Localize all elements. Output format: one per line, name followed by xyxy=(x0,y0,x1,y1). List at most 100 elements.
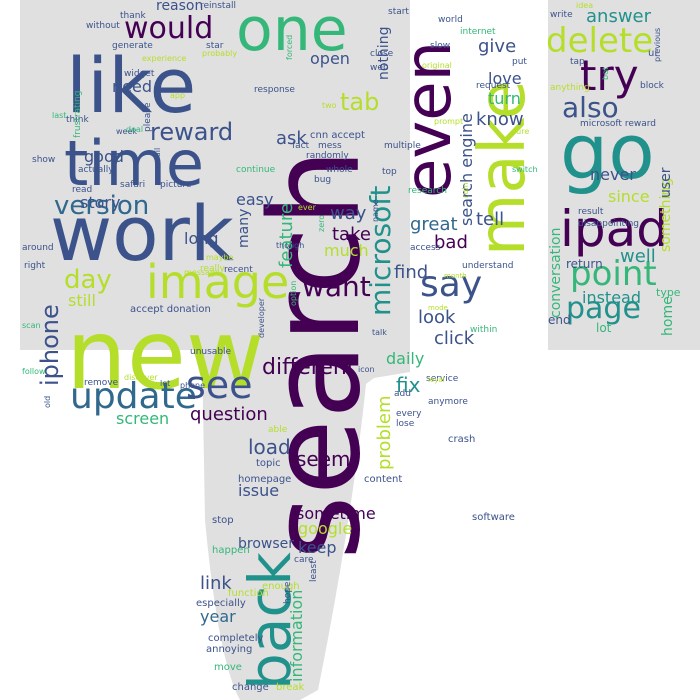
word-176: sure xyxy=(512,127,529,136)
word-3: like xyxy=(66,41,196,130)
word-92: continue xyxy=(236,165,276,175)
word-187: block xyxy=(640,81,665,91)
word-109: hope xyxy=(283,581,293,604)
word-5: back xyxy=(236,552,304,690)
word-9: go xyxy=(560,107,655,196)
word-151: please xyxy=(143,102,153,132)
word-106: enough xyxy=(262,581,300,592)
word-4: time xyxy=(64,127,204,200)
word-46: return xyxy=(566,257,603,271)
word-107: care xyxy=(294,555,314,565)
word-172: put xyxy=(512,57,527,67)
word-178: access xyxy=(410,243,441,253)
word-181: month xyxy=(444,272,467,280)
word-64: ask xyxy=(276,128,307,149)
word-19: page xyxy=(566,291,641,326)
word-115: service xyxy=(426,374,459,384)
word-180: mode xyxy=(428,304,448,312)
word-68: take xyxy=(332,224,371,245)
word-7: even xyxy=(392,41,466,198)
word-1: new xyxy=(66,299,264,411)
word-45: home xyxy=(660,296,676,336)
word-146: follow xyxy=(22,367,46,376)
word-169: internet xyxy=(460,27,496,37)
word-27: iphone xyxy=(36,304,64,386)
word-128: zero xyxy=(317,215,326,232)
word-29: different xyxy=(262,355,356,380)
word-137: show xyxy=(32,155,55,165)
word-65: feature xyxy=(276,203,297,268)
word-167: web xyxy=(370,63,389,73)
word-168: world xyxy=(438,15,463,25)
word-67: way xyxy=(330,203,367,224)
word-96: content xyxy=(364,474,402,485)
word-49: type xyxy=(656,286,681,299)
word-99: completely xyxy=(208,633,263,644)
word-123: message xyxy=(184,268,220,277)
word-55: click xyxy=(434,328,475,349)
word-183: write xyxy=(550,10,573,20)
word-34: information xyxy=(287,590,306,682)
word-0: search xyxy=(244,148,388,560)
word-153: frustrating xyxy=(73,91,83,138)
word-6: one xyxy=(236,0,348,65)
word-143: around xyxy=(22,243,54,253)
word-179: understand xyxy=(462,261,514,271)
word-147: old xyxy=(43,396,52,408)
word-130: ever xyxy=(298,203,317,212)
word-104: especially xyxy=(196,598,246,609)
word-71: story xyxy=(80,193,120,212)
word-87: mess xyxy=(318,141,342,151)
word-119: unusable xyxy=(190,347,232,357)
word-23: tab xyxy=(340,88,379,116)
word-90: whole xyxy=(326,165,353,175)
word-186: bot xyxy=(601,67,610,80)
word-141: deal xyxy=(126,125,143,134)
word-192: result xyxy=(578,207,604,217)
word-193: disappointing xyxy=(578,219,639,229)
word-12: microsoft xyxy=(364,185,397,316)
word-44: user xyxy=(658,167,674,198)
word-43: something xyxy=(658,178,674,252)
word-50: bad xyxy=(434,232,468,253)
word-127: though xyxy=(276,241,304,250)
word-103: break xyxy=(276,682,305,693)
word-21: reward xyxy=(150,118,233,146)
word-54: look xyxy=(418,307,456,328)
word-73: still xyxy=(68,291,96,310)
word-116: within xyxy=(470,325,497,335)
word-60: turn xyxy=(488,89,521,108)
word-48: lot xyxy=(596,321,612,335)
word-76: screen xyxy=(116,409,169,428)
word-159: star xyxy=(206,41,224,51)
word-118: remove xyxy=(84,378,119,388)
word-8: make xyxy=(466,80,540,256)
word-191: ui xyxy=(648,48,657,59)
word-97: stop xyxy=(212,515,234,526)
word-131: research xyxy=(408,186,447,196)
word-66: easy xyxy=(236,190,273,209)
word-57: fix xyxy=(396,373,421,397)
word-102: change xyxy=(232,682,269,693)
word-52: tell xyxy=(476,209,504,230)
word-150: phone xyxy=(180,381,205,390)
word-182: loyal xyxy=(428,376,445,384)
word-112: lose xyxy=(396,419,415,429)
word-58: give xyxy=(478,36,516,57)
word-30: problem xyxy=(374,396,395,470)
word-113: anymore xyxy=(428,397,468,407)
word-126: icon xyxy=(358,365,375,374)
word-145: scan xyxy=(22,321,41,330)
word-59: love xyxy=(488,69,522,88)
word-158: reinstall xyxy=(200,1,236,11)
word-188: microsoft reward xyxy=(580,119,656,129)
word-84: accept donation xyxy=(130,304,211,315)
word-110: able xyxy=(268,425,288,435)
word-77: issue xyxy=(238,481,279,500)
word-56: daily xyxy=(386,349,424,368)
word-37: answer xyxy=(586,6,652,27)
word-10: ipad xyxy=(560,200,668,258)
word-86: crash xyxy=(448,434,475,445)
word-166: close xyxy=(370,49,394,59)
